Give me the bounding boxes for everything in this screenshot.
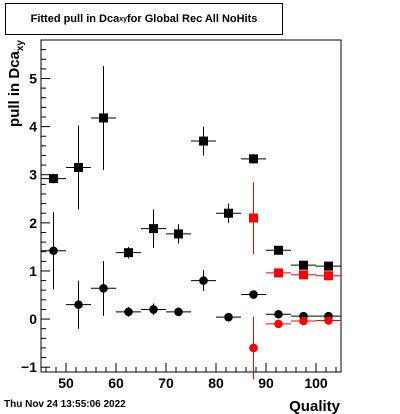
circle-marker <box>174 307 183 317</box>
x-tick-label: 80 <box>208 375 224 391</box>
x-tick-label: 60 <box>108 375 124 391</box>
y-axis-title-main: pull in Dca <box>6 50 23 127</box>
timestamp: Thu Nov 24 13:55:06 2022 <box>4 399 126 410</box>
y-tick-label: 5 <box>29 70 37 86</box>
chart-title-suffix: for Global Rec All NoHits <box>127 13 258 25</box>
square-marker <box>249 213 258 223</box>
x-axis-title: Quality <box>289 398 341 414</box>
square-marker <box>299 270 308 280</box>
circle-marker <box>249 343 258 353</box>
circle-marker <box>249 290 258 299</box>
x-tick-label: 70 <box>158 375 174 391</box>
circle-marker <box>274 309 283 319</box>
square-marker <box>274 268 283 278</box>
square-marker <box>274 245 283 255</box>
circle-marker <box>99 283 108 293</box>
square-marker <box>299 260 308 270</box>
axes-group: 50 60 70 80 90 100 −1 0 1 2 3 4 5 Quality pull in Dcax… <box>6 39 341 414</box>
square-marker <box>224 208 233 218</box>
y-tick-label: 3 <box>29 167 37 183</box>
circle-marker <box>199 276 208 285</box>
y-axis-title-subscript: xy <box>15 40 26 52</box>
y-tick-label: 4 <box>29 119 37 135</box>
square-marker <box>324 261 333 271</box>
y-tick-label: 1 <box>29 263 37 279</box>
plot-frame-group <box>40 39 342 373</box>
circle-marker <box>324 316 333 325</box>
square-marker <box>99 113 108 123</box>
y-tick-label: 0 <box>29 311 37 327</box>
circle-marker <box>299 316 308 326</box>
square-marker <box>249 154 258 164</box>
circle-marker <box>49 246 58 256</box>
y-axis-title: pull in Dcaxy <box>6 40 26 127</box>
series-1-circle-black <box>41 212 341 329</box>
x-tick-label: 50 <box>58 375 74 391</box>
square-marker <box>149 224 158 234</box>
y-tick-label: −1 <box>21 359 37 375</box>
series-3-circle-red <box>249 316 341 380</box>
y-tick-label: 2 <box>29 215 37 231</box>
x-tick-label: 100 <box>304 375 328 391</box>
square-marker <box>174 229 183 239</box>
chart-title-prefix: Fitted pull in Dca <box>30 13 120 25</box>
chart-title-subscript: xy <box>119 15 128 23</box>
square-marker <box>199 136 208 146</box>
square-marker <box>49 174 58 184</box>
circle-marker <box>149 305 158 314</box>
circle-marker <box>74 300 83 309</box>
series-0-square-black <box>41 65 341 271</box>
chart-title: Fitted pull in Dca xy for Global Rec All … <box>5 3 283 35</box>
square-marker <box>324 271 333 281</box>
circle-marker <box>224 312 233 322</box>
x-tick-label: 90 <box>258 375 274 391</box>
data-points-group <box>41 65 341 380</box>
series-2-square-red <box>249 181 341 281</box>
square-marker <box>74 163 83 173</box>
circle-marker <box>124 307 133 317</box>
plot-frame <box>40 39 342 373</box>
circle-marker <box>274 319 283 329</box>
square-marker <box>124 248 133 258</box>
